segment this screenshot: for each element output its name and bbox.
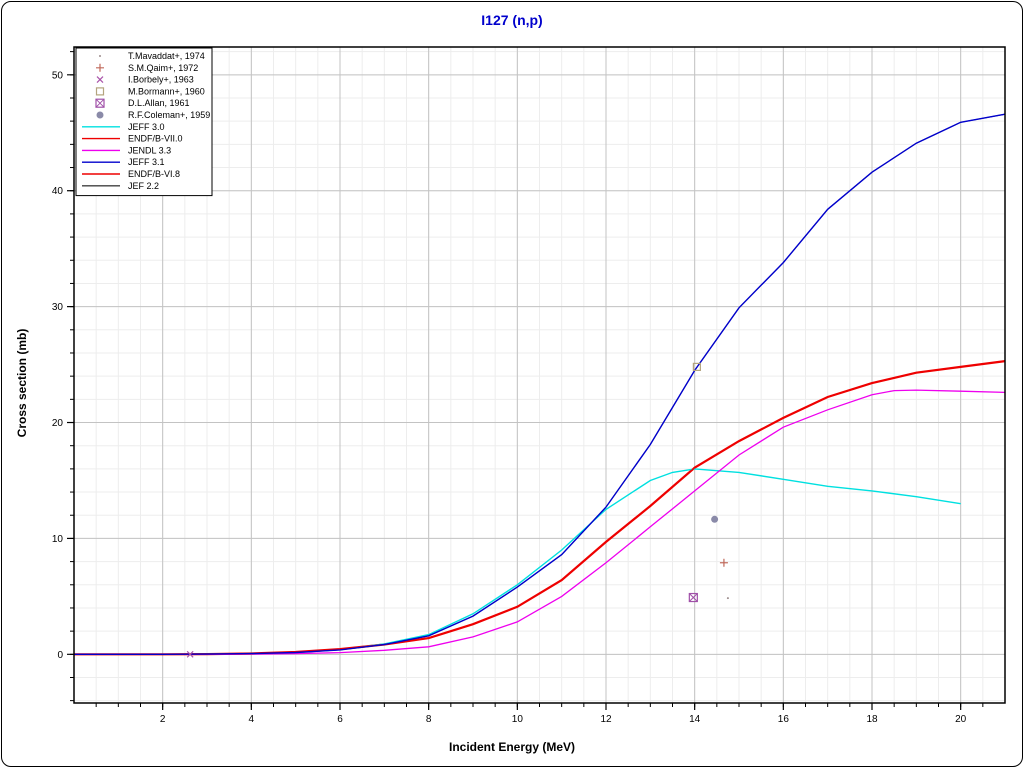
y-tick-label: 10 [52, 534, 64, 545]
legend-label: ENDF/B-VI.8 [128, 169, 180, 179]
legend-marker-circle [96, 111, 104, 119]
legend-marker-square-open [95, 87, 105, 96]
legend-marker-x [96, 76, 104, 84]
legend-label: T.Mavaddat+, 1974 [128, 51, 205, 61]
y-tick-label: 20 [52, 418, 64, 429]
x-tick-label: 12 [600, 714, 612, 725]
chart-title: I127 (n,p) [481, 12, 543, 28]
y-tick-label: 0 [57, 650, 63, 661]
datapoint-t-mavaddat-1974 [726, 597, 729, 600]
legend-marker-dot [99, 55, 101, 57]
legend-label: JEF 2.2 [128, 181, 159, 191]
datapoint-m-bormann-1960 [692, 362, 701, 371]
legend-label: M.Bormann+, 1960 [128, 86, 205, 96]
legend-label: R.F.Coleman+, 1959 [128, 110, 210, 120]
x-tick-label: 14 [689, 714, 701, 725]
legend-label: JEFF 3.1 [128, 157, 165, 167]
x-tick-label: 2 [160, 714, 166, 725]
y-axis-title: Cross section (mb) [15, 328, 29, 438]
x-tick-label: 8 [426, 714, 432, 725]
legend-box [75, 47, 213, 197]
legend-marker-square-x [95, 98, 105, 108]
legend-label: D.L.Allan, 1961 [128, 98, 190, 108]
x-tick-label: 20 [955, 714, 967, 725]
legend-label: S.M.Qaim+, 1972 [128, 63, 198, 73]
x-tick-label: 10 [512, 714, 524, 725]
legend-marker-square-x [95, 98, 105, 108]
y-tick-label: 50 [52, 70, 64, 81]
y-tick-label: 30 [52, 302, 64, 313]
datapoint-d-l-allan-1961 [688, 592, 698, 603]
legend-label: JENDL 3.3 [128, 145, 171, 155]
legend-label: JEFF 3.0 [128, 122, 165, 132]
x-axis-title: Incident Energy (MeV) [448, 740, 576, 754]
datapoint-r-f-coleman-1959 [711, 515, 719, 523]
curve-jendl-3-3 [74, 389, 1006, 655]
y-tick-label: 40 [52, 186, 64, 197]
x-tick-label: 4 [249, 714, 255, 725]
x-tick-label: 16 [778, 714, 790, 725]
datapoint-d-l-allan-1961 [688, 593, 698, 602]
legend-label: ENDF/B-VII.0 [128, 134, 183, 144]
curve-jeff-3-1 [74, 113, 1006, 655]
datapoint-i-borbely-1963 [186, 650, 194, 658]
legend-label: I.Borbely+, 1963 [128, 75, 194, 85]
x-tick-label: 6 [337, 714, 343, 725]
x-tick-label: 18 [866, 714, 878, 725]
